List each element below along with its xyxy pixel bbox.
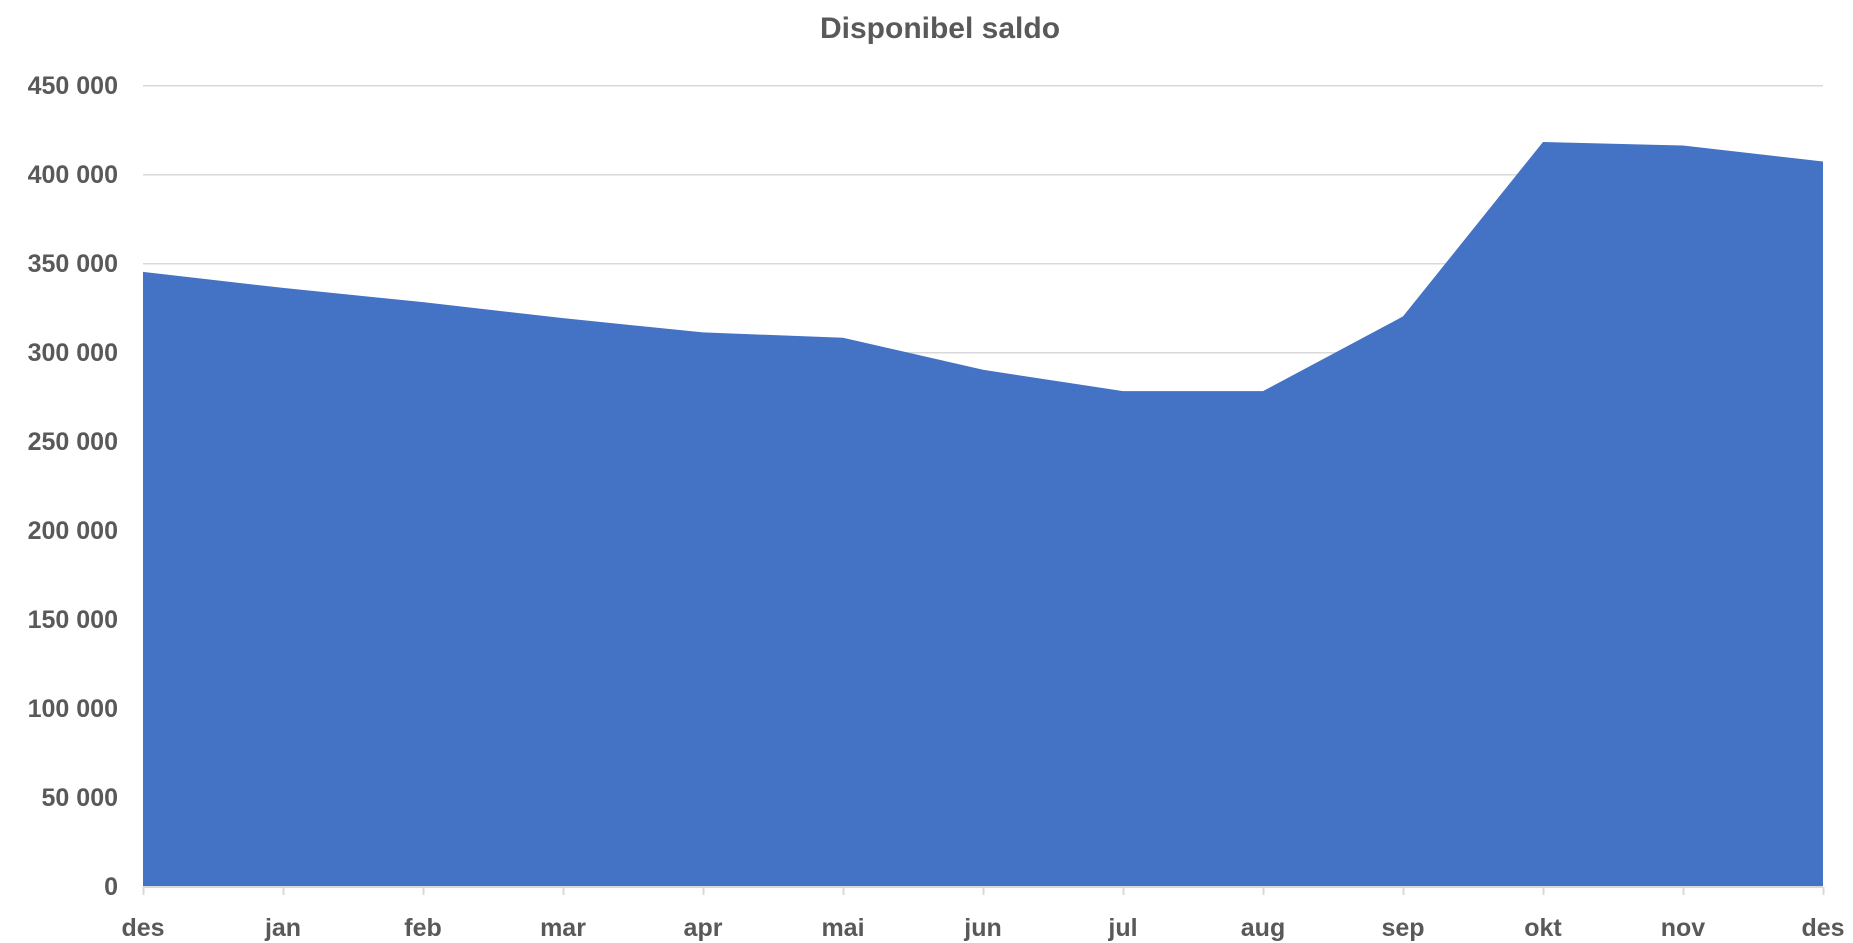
x-tick-label: sep	[1381, 914, 1424, 942]
chart-title: Disponibel saldo	[820, 12, 1060, 45]
x-tick-label: aug	[1241, 914, 1285, 942]
y-tick-label: 300 000	[28, 339, 118, 367]
x-tick-label: feb	[404, 914, 442, 942]
x-tick-label: des	[1801, 914, 1844, 942]
y-tick-label: 400 000	[28, 161, 118, 189]
x-tick-label: jun	[963, 914, 1002, 942]
area-series	[143, 141, 1823, 886]
x-tick-label: mar	[540, 914, 586, 942]
y-tick-label: 200 000	[28, 517, 118, 545]
x-tick-label: nov	[1661, 914, 1706, 942]
y-tick-label: 350 000	[28, 250, 118, 278]
y-tick-label: 250 000	[28, 428, 118, 456]
y-tick-label: 50 000	[42, 784, 118, 812]
y-tick-label: 450 000	[28, 72, 118, 100]
plot-area	[143, 141, 1823, 886]
x-tick-label: mai	[821, 914, 864, 942]
x-axis-tick-labels: des jan feb mar apr mai jun jul aug sep okt nov des	[121, 914, 1844, 942]
y-tick-label: 100 000	[28, 695, 118, 723]
axes	[142, 886, 1825, 895]
y-axis-tick-labels: 0 50 000 100 000 150 000 200 000 250 000 300 0…	[28, 72, 118, 901]
y-tick-label: 0	[104, 873, 118, 901]
y-tick-label: 150 000	[28, 606, 118, 634]
x-tick-label: des	[121, 914, 164, 942]
x-tick-label: jul	[1107, 914, 1137, 942]
x-tick-label: jan	[264, 914, 301, 942]
x-tick-label: okt	[1524, 914, 1562, 942]
x-tick-label: apr	[684, 914, 723, 942]
